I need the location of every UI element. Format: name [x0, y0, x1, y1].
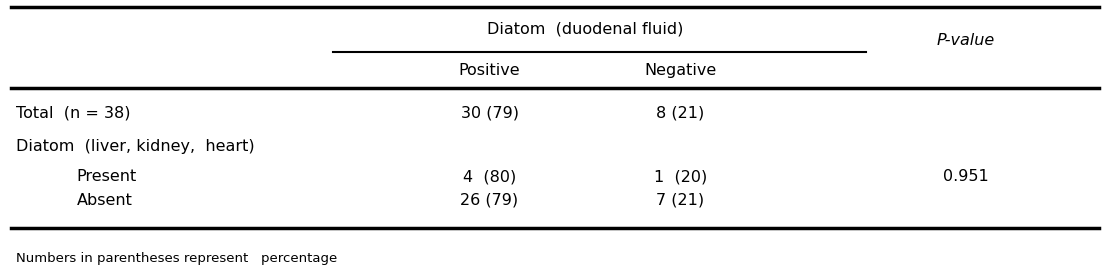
Text: 7 (21): 7 (21) [656, 193, 705, 208]
Text: Negative: Negative [644, 63, 717, 78]
Text: P-value: P-value [937, 33, 995, 47]
Text: Numbers in parentheses represent   percentage: Numbers in parentheses represent percent… [16, 251, 336, 265]
Text: Present: Present [77, 169, 137, 184]
Text: 30 (79): 30 (79) [461, 106, 518, 121]
Text: 26 (79): 26 (79) [461, 193, 518, 208]
Text: 1  (20): 1 (20) [654, 169, 707, 184]
Text: Absent: Absent [77, 193, 132, 208]
Text: 0.951: 0.951 [942, 169, 989, 184]
Text: Diatom  (liver, kidney,  heart): Diatom (liver, kidney, heart) [16, 139, 254, 154]
Text: Total  (n = 38): Total (n = 38) [16, 106, 130, 121]
Text: Positive: Positive [458, 63, 521, 78]
Text: Diatom  (duodenal fluid): Diatom (duodenal fluid) [487, 22, 683, 36]
Text: 4  (80): 4 (80) [463, 169, 516, 184]
Text: 8 (21): 8 (21) [656, 106, 705, 121]
